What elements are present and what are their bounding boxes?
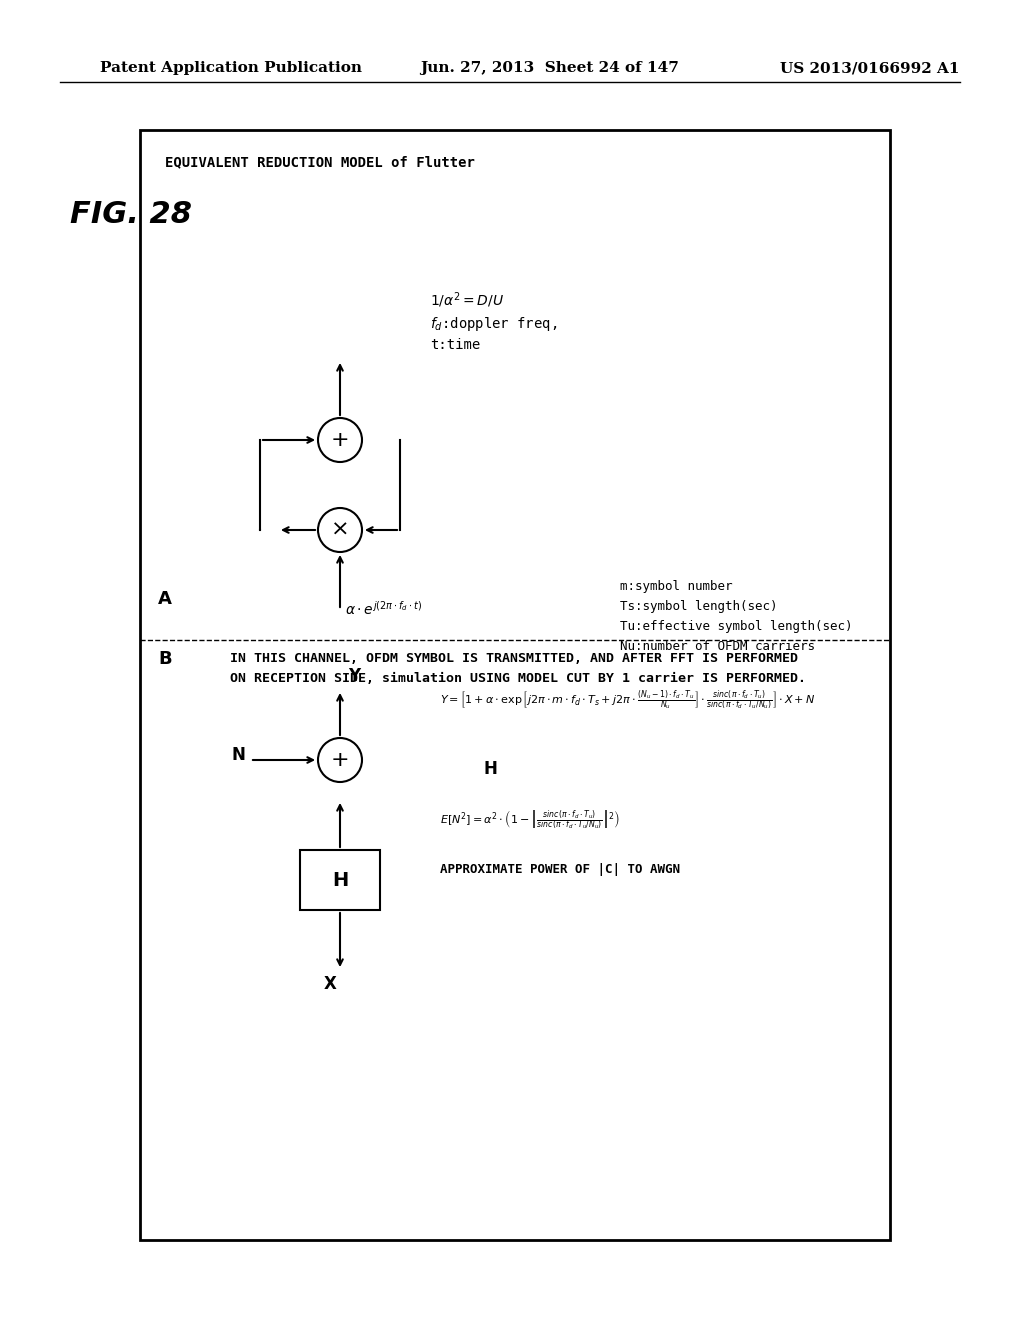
Text: B: B xyxy=(158,649,172,668)
Bar xyxy=(300,850,380,909)
Text: Patent Application Publication: Patent Application Publication xyxy=(100,61,362,75)
Text: m:symbol number: m:symbol number xyxy=(620,579,732,593)
Text: $\alpha\cdot e^{j(2\pi\cdot f_d\cdot t)}$: $\alpha\cdot e^{j(2\pi\cdot f_d\cdot t)}… xyxy=(345,601,422,618)
Text: X: X xyxy=(324,975,337,993)
Text: A: A xyxy=(158,590,172,609)
Text: IN THIS CHANNEL, OFDM SYMBOL IS TRANSMITTED, AND AFTER FFT IS PERFORMED: IN THIS CHANNEL, OFDM SYMBOL IS TRANSMIT… xyxy=(230,652,798,665)
Text: Tu:effective symbol length(sec): Tu:effective symbol length(sec) xyxy=(620,620,853,634)
Text: APPROXIMATE POWER OF |C| TO AWGN: APPROXIMATE POWER OF |C| TO AWGN xyxy=(440,863,680,876)
Text: Nu:number of OFDM carriers: Nu:number of OFDM carriers xyxy=(620,640,815,653)
Text: $Y=\left[1+\alpha\cdot\exp\left[j2\pi\cdot m\cdot f_d\cdot T_s+j2\pi\cdot\frac{(: $Y=\left[1+\alpha\cdot\exp\left[j2\pi\cd… xyxy=(440,688,815,711)
Text: N: N xyxy=(231,746,245,764)
Text: Ts:symbol length(sec): Ts:symbol length(sec) xyxy=(620,601,777,612)
Text: $f_d$:doppler freq,: $f_d$:doppler freq, xyxy=(430,315,557,333)
Text: $E\left[N^2\right]=\alpha^2\cdot\left(1-\left|\frac{sinc(\pi\cdot f_d\cdot T_u)}: $E\left[N^2\right]=\alpha^2\cdot\left(1-… xyxy=(440,808,620,832)
Text: H: H xyxy=(483,760,497,777)
Text: $1/\alpha^2=D/U$: $1/\alpha^2=D/U$ xyxy=(430,290,504,310)
Text: +: + xyxy=(331,750,349,770)
Text: EQUIVALENT REDUCTION MODEL of Flutter: EQUIVALENT REDUCTION MODEL of Flutter xyxy=(165,154,475,169)
Text: ×: × xyxy=(331,520,349,540)
Text: FIG. 28: FIG. 28 xyxy=(70,201,193,228)
Text: ON RECEPTION SIDE, simulation USING MODEL CUT BY 1 carrier IS PERFORMED.: ON RECEPTION SIDE, simulation USING MODE… xyxy=(230,672,806,685)
Text: Jun. 27, 2013  Sheet 24 of 147: Jun. 27, 2013 Sheet 24 of 147 xyxy=(420,61,679,75)
Text: t:time: t:time xyxy=(430,338,480,352)
Text: Y: Y xyxy=(348,667,360,685)
Text: H: H xyxy=(332,870,348,890)
Text: US 2013/0166992 A1: US 2013/0166992 A1 xyxy=(780,61,959,75)
Text: +: + xyxy=(331,430,349,450)
Bar xyxy=(140,129,890,1239)
